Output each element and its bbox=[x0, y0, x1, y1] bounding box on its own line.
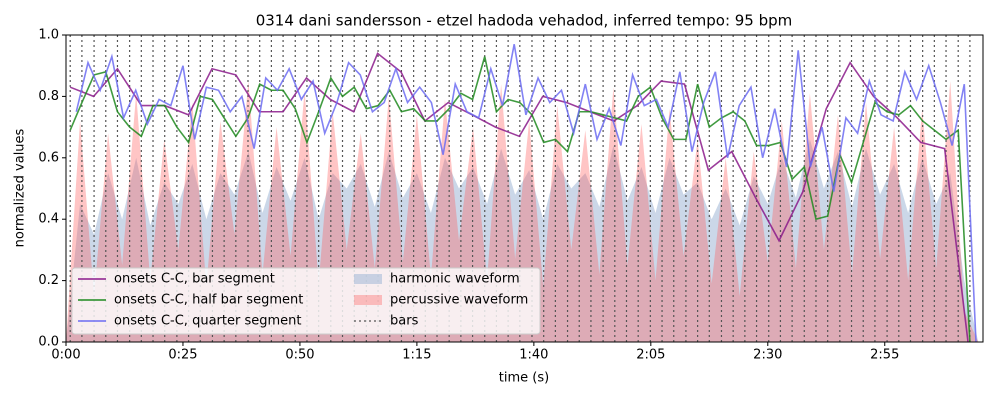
x-tick-label: 2:55 bbox=[870, 348, 899, 363]
x-tick-label: 2:05 bbox=[636, 348, 665, 363]
y-tick-label: 0.0 bbox=[38, 335, 59, 350]
series-line bbox=[69, 56, 971, 343]
series-line bbox=[69, 52, 969, 343]
x-axis-label: time (s) bbox=[499, 371, 549, 386]
legend-swatch bbox=[354, 274, 382, 284]
legend-label: harmonic waveform bbox=[390, 272, 520, 287]
y-tick-label: 0.4 bbox=[38, 212, 59, 227]
legend-label: onsets C-C, half bar segment bbox=[114, 293, 303, 308]
legend-label: bars bbox=[390, 314, 419, 329]
legend: onsets C-C, bar segment onsets C-C, half … bbox=[71, 267, 541, 335]
y-tick-label: 0.6 bbox=[38, 150, 59, 165]
x-tick-label: 0:00 bbox=[51, 348, 80, 363]
axes-frame bbox=[65, 34, 984, 343]
x-tick-label: 0:50 bbox=[285, 348, 314, 363]
x-tick-label: 0:25 bbox=[168, 348, 197, 363]
y-axis-label: normalized values bbox=[13, 128, 28, 247]
legend-box bbox=[71, 267, 541, 335]
x-tick-label: 2:30 bbox=[753, 348, 782, 363]
chart-title: 0314 dani sandersson - etzel hadoda veha… bbox=[256, 12, 793, 30]
y-tick-label: 0.8 bbox=[38, 89, 59, 104]
legend-swatch bbox=[354, 295, 382, 305]
legend-label: onsets C-C, quarter segment bbox=[114, 314, 301, 329]
legend-label: onsets C-C, bar segment bbox=[114, 272, 275, 287]
y-tick-label: 1.0 bbox=[38, 28, 59, 43]
x-tick-label: 1:15 bbox=[402, 348, 431, 363]
legend-label: percussive waveform bbox=[390, 293, 528, 308]
series-line bbox=[75, 44, 977, 343]
x-tick-label: 1:40 bbox=[519, 348, 548, 363]
y-tick-label: 0.2 bbox=[38, 273, 59, 288]
